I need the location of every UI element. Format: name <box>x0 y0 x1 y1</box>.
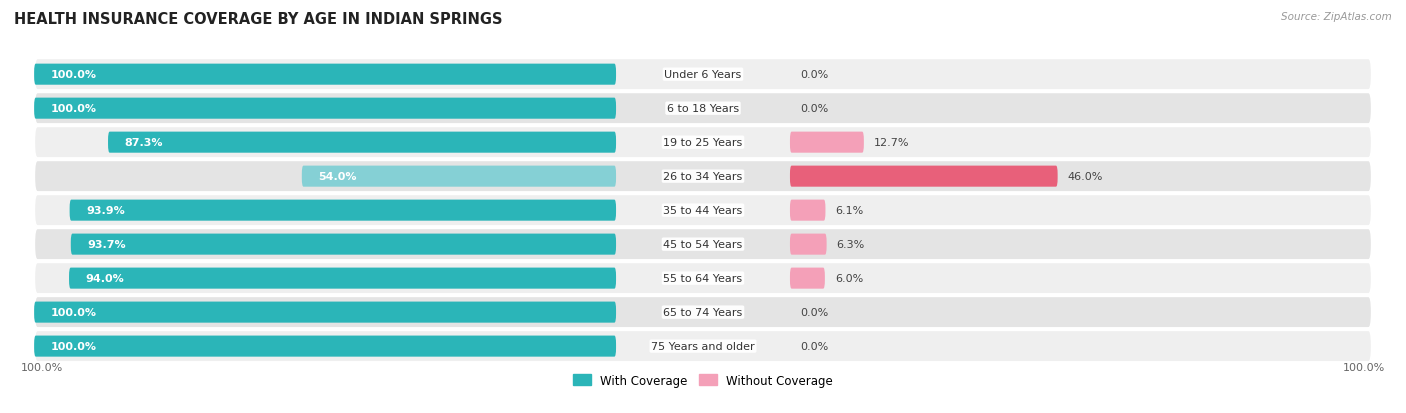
Text: 87.3%: 87.3% <box>125 138 163 148</box>
Text: 54.0%: 54.0% <box>319 172 357 182</box>
Text: 6.1%: 6.1% <box>835 206 863 216</box>
FancyBboxPatch shape <box>34 330 1372 362</box>
FancyBboxPatch shape <box>69 268 616 289</box>
FancyBboxPatch shape <box>34 93 1372 125</box>
FancyBboxPatch shape <box>108 132 616 153</box>
Text: 19 to 25 Years: 19 to 25 Years <box>664 138 742 148</box>
Text: 100.0%: 100.0% <box>51 104 97 114</box>
Text: 6.3%: 6.3% <box>837 240 865 249</box>
Text: 100.0%: 100.0% <box>51 341 97 351</box>
Text: Under 6 Years: Under 6 Years <box>665 70 741 80</box>
FancyBboxPatch shape <box>34 64 616 85</box>
Text: 45 to 54 Years: 45 to 54 Years <box>664 240 742 249</box>
Text: 0.0%: 0.0% <box>800 70 828 80</box>
Text: 94.0%: 94.0% <box>86 273 125 283</box>
FancyBboxPatch shape <box>70 234 616 255</box>
Text: 6 to 18 Years: 6 to 18 Years <box>666 104 740 114</box>
FancyBboxPatch shape <box>34 297 1372 328</box>
FancyBboxPatch shape <box>34 161 1372 192</box>
Text: 100.0%: 100.0% <box>51 70 97 80</box>
Text: 55 to 64 Years: 55 to 64 Years <box>664 273 742 283</box>
FancyBboxPatch shape <box>302 166 616 187</box>
Text: Source: ZipAtlas.com: Source: ZipAtlas.com <box>1281 12 1392 22</box>
Text: 0.0%: 0.0% <box>800 104 828 114</box>
FancyBboxPatch shape <box>790 166 1057 187</box>
FancyBboxPatch shape <box>34 336 616 357</box>
FancyBboxPatch shape <box>790 200 825 221</box>
Text: 93.7%: 93.7% <box>87 240 127 249</box>
FancyBboxPatch shape <box>70 200 616 221</box>
Text: 100.0%: 100.0% <box>1343 362 1385 372</box>
Text: 100.0%: 100.0% <box>51 307 97 317</box>
FancyBboxPatch shape <box>34 263 1372 294</box>
Text: 46.0%: 46.0% <box>1067 172 1104 182</box>
Text: 93.9%: 93.9% <box>86 206 125 216</box>
Text: 6.0%: 6.0% <box>835 273 863 283</box>
Text: 0.0%: 0.0% <box>800 307 828 317</box>
Text: 26 to 34 Years: 26 to 34 Years <box>664 172 742 182</box>
Text: 12.7%: 12.7% <box>875 138 910 148</box>
FancyBboxPatch shape <box>790 132 863 153</box>
FancyBboxPatch shape <box>34 127 1372 159</box>
Legend: With Coverage, Without Coverage: With Coverage, Without Coverage <box>568 369 838 392</box>
FancyBboxPatch shape <box>34 302 616 323</box>
FancyBboxPatch shape <box>790 234 827 255</box>
FancyBboxPatch shape <box>34 59 1372 91</box>
Text: 65 to 74 Years: 65 to 74 Years <box>664 307 742 317</box>
Text: 100.0%: 100.0% <box>21 362 63 372</box>
Text: 0.0%: 0.0% <box>800 341 828 351</box>
FancyBboxPatch shape <box>790 268 825 289</box>
FancyBboxPatch shape <box>34 229 1372 261</box>
Text: 75 Years and older: 75 Years and older <box>651 341 755 351</box>
FancyBboxPatch shape <box>34 98 616 119</box>
FancyBboxPatch shape <box>34 195 1372 227</box>
Text: HEALTH INSURANCE COVERAGE BY AGE IN INDIAN SPRINGS: HEALTH INSURANCE COVERAGE BY AGE IN INDI… <box>14 12 502 27</box>
Text: 35 to 44 Years: 35 to 44 Years <box>664 206 742 216</box>
